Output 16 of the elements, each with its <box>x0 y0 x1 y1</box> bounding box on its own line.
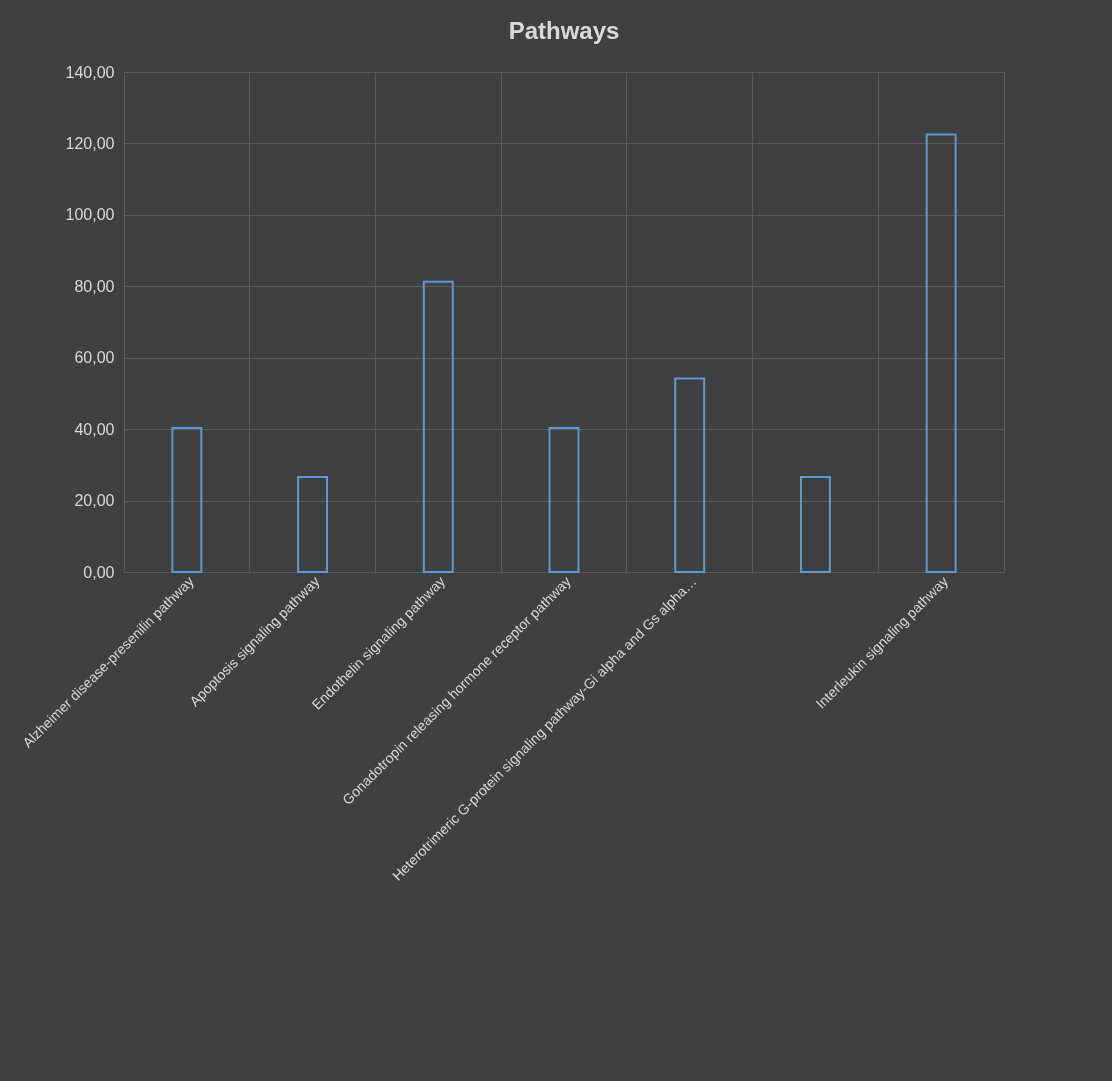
bar <box>674 377 706 573</box>
bar <box>422 280 454 573</box>
y-tick-label: 100,00 <box>65 206 115 224</box>
y-tick-label: 140,00 <box>65 63 115 81</box>
chart-title: Pathways <box>508 17 620 44</box>
bar <box>548 427 580 573</box>
bar <box>171 427 203 573</box>
bar <box>297 476 329 573</box>
y-tick-label: 40,00 <box>74 420 115 438</box>
y-tick-label: 120,00 <box>65 134 115 152</box>
y-tick-label: 0,00 <box>83 563 115 581</box>
bar <box>799 476 831 573</box>
y-tick-label: 60,00 <box>74 349 115 367</box>
y-tick-label: 80,00 <box>74 277 115 295</box>
y-tick-label: 20,00 <box>74 492 115 510</box>
bar <box>925 133 957 573</box>
